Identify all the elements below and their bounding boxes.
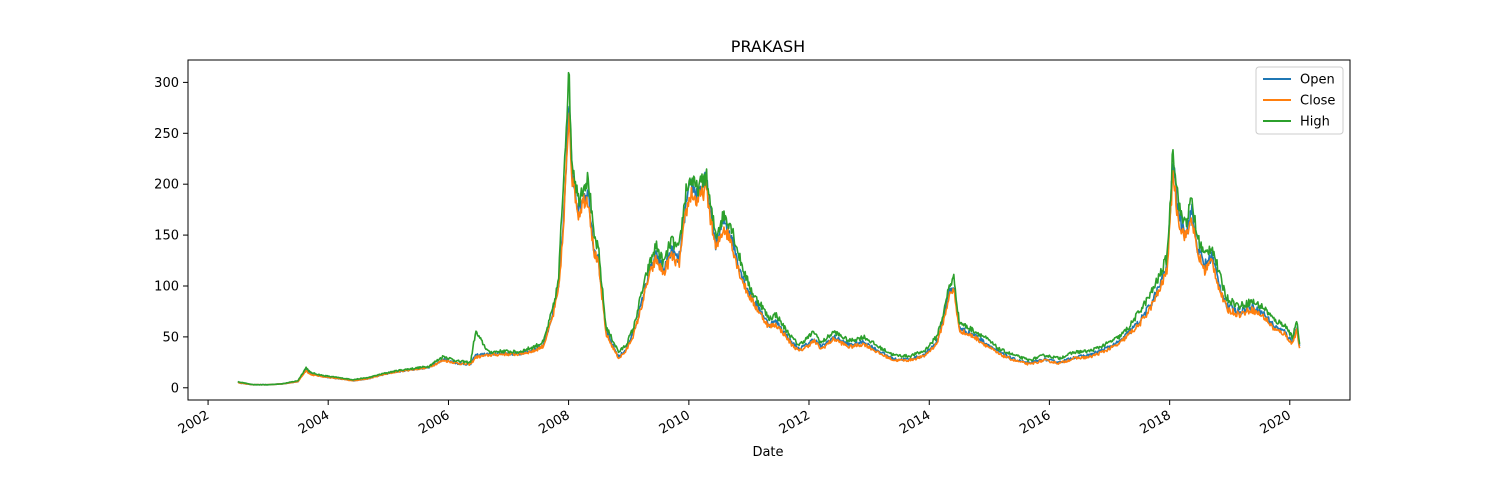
legend-label-close: Close	[1300, 94, 1335, 109]
y-tick-label: 150	[154, 229, 179, 244]
legend-box	[1255, 66, 1344, 135]
y-tick-label: 50	[162, 330, 179, 345]
x-axis-label: Date	[752, 445, 783, 460]
legend-label-open: Open	[1300, 73, 1335, 88]
series-layer	[237, 71, 1301, 386]
series-line-close	[237, 112, 1301, 386]
legend-label-high: High	[1300, 115, 1330, 130]
legend: Open Close High	[1255, 66, 1344, 135]
y-axis: 0 50 100 150 200 250 300	[154, 76, 188, 396]
y-tick-label: 300	[154, 76, 179, 91]
series-line-high	[237, 71, 1301, 386]
y-tick-label: 0	[171, 381, 179, 396]
y-tick-label: 200	[154, 178, 179, 193]
y-tick-label: 250	[154, 127, 179, 142]
chart-title: PRAKASH	[731, 37, 805, 56]
y-tick-label: 100	[154, 279, 179, 294]
plot-frame	[187, 59, 1351, 401]
